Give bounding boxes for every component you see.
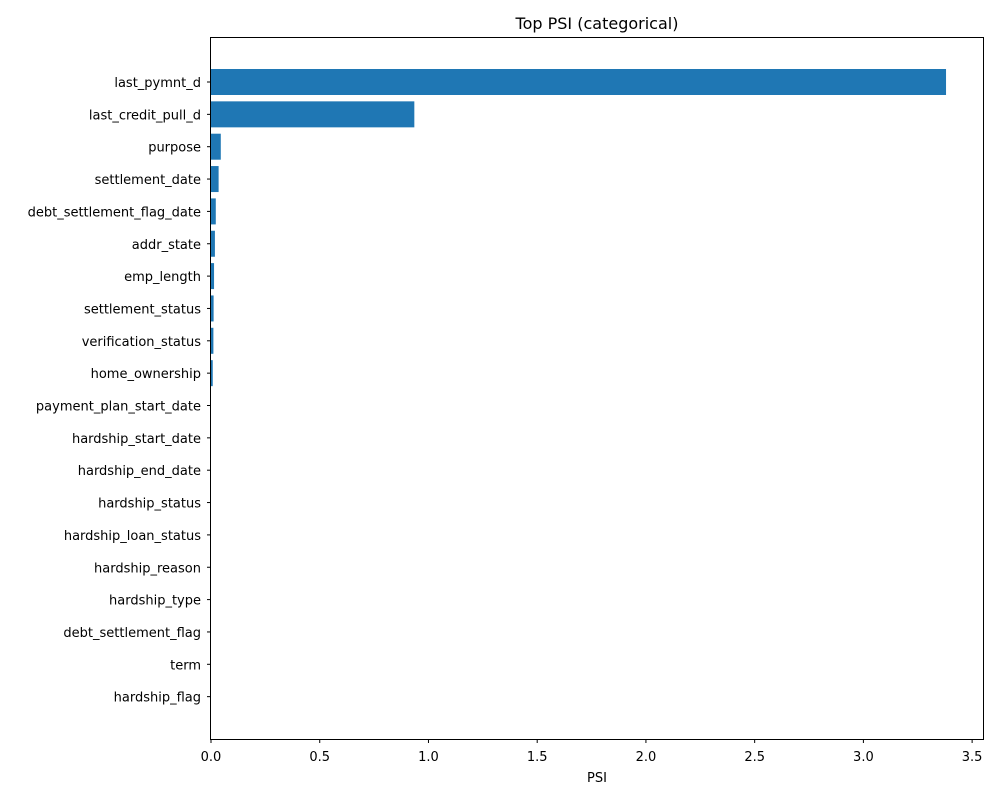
plot-frame bbox=[210, 37, 984, 740]
bar-emp-length bbox=[211, 263, 215, 290]
bar-debt-settlement-flag-date bbox=[211, 198, 216, 225]
bar-home-ownership bbox=[211, 360, 213, 387]
bar-last-pymnt-d bbox=[211, 69, 947, 95]
y-tick-label: emp_length bbox=[124, 270, 201, 285]
x-tick-label: 3.5 bbox=[962, 750, 983, 765]
y-tick-label: debt_settlement_flag bbox=[63, 626, 201, 641]
y-tick-label: home_ownership bbox=[91, 367, 201, 382]
y-tick-label: payment_plan_start_date bbox=[36, 400, 201, 415]
bar-last-credit-pull-d bbox=[211, 101, 415, 128]
y-tick-label: term bbox=[170, 658, 201, 673]
x-axis-ticks: 0.0 0.5 1.0 1.5 2.0 2.5 3.0 3.5 bbox=[201, 739, 983, 765]
y-tick-label: addr_state bbox=[132, 238, 201, 253]
y-tick-label: hardship_start_date bbox=[72, 432, 201, 447]
y-tick-label: last_credit_pull_d bbox=[89, 108, 201, 123]
y-tick-label: hardship_loan_status bbox=[64, 529, 201, 544]
x-tick-label: 0.5 bbox=[309, 750, 330, 765]
y-tick-label: hardship_end_date bbox=[78, 464, 201, 479]
y-tick-label: debt_settlement_flag_date bbox=[28, 205, 201, 220]
bar-purpose bbox=[211, 133, 221, 160]
y-tick-label: last_pymnt_d bbox=[114, 76, 201, 91]
bar-settlement-status bbox=[211, 295, 214, 322]
y-tick-label: verification_status bbox=[82, 335, 202, 350]
x-tick-label: 2.0 bbox=[636, 750, 657, 765]
chart-title: Top PSI (categorical) bbox=[515, 14, 679, 33]
y-tick-label: hardship_flag bbox=[114, 691, 201, 706]
x-axis-label: PSI bbox=[587, 771, 607, 786]
bar-verification-status bbox=[211, 327, 214, 354]
y-tick-label: hardship_type bbox=[109, 594, 201, 609]
y-tick-label: hardship_reason bbox=[94, 561, 201, 576]
y-tick-label: hardship_status bbox=[98, 497, 201, 512]
bar-settlement-date bbox=[211, 166, 219, 193]
x-tick-label: 1.5 bbox=[527, 750, 548, 765]
x-tick-label: 1.0 bbox=[418, 750, 439, 765]
bar-addr-state bbox=[211, 230, 215, 257]
y-tick-label: purpose bbox=[148, 141, 201, 156]
x-tick-label: 3.0 bbox=[853, 750, 874, 765]
bars-group bbox=[211, 69, 947, 387]
y-tick-label: settlement_date bbox=[95, 173, 201, 188]
x-tick-label: 0.0 bbox=[201, 750, 222, 765]
y-tick-label: settlement_status bbox=[84, 302, 201, 317]
x-tick-label: 2.5 bbox=[744, 750, 765, 765]
